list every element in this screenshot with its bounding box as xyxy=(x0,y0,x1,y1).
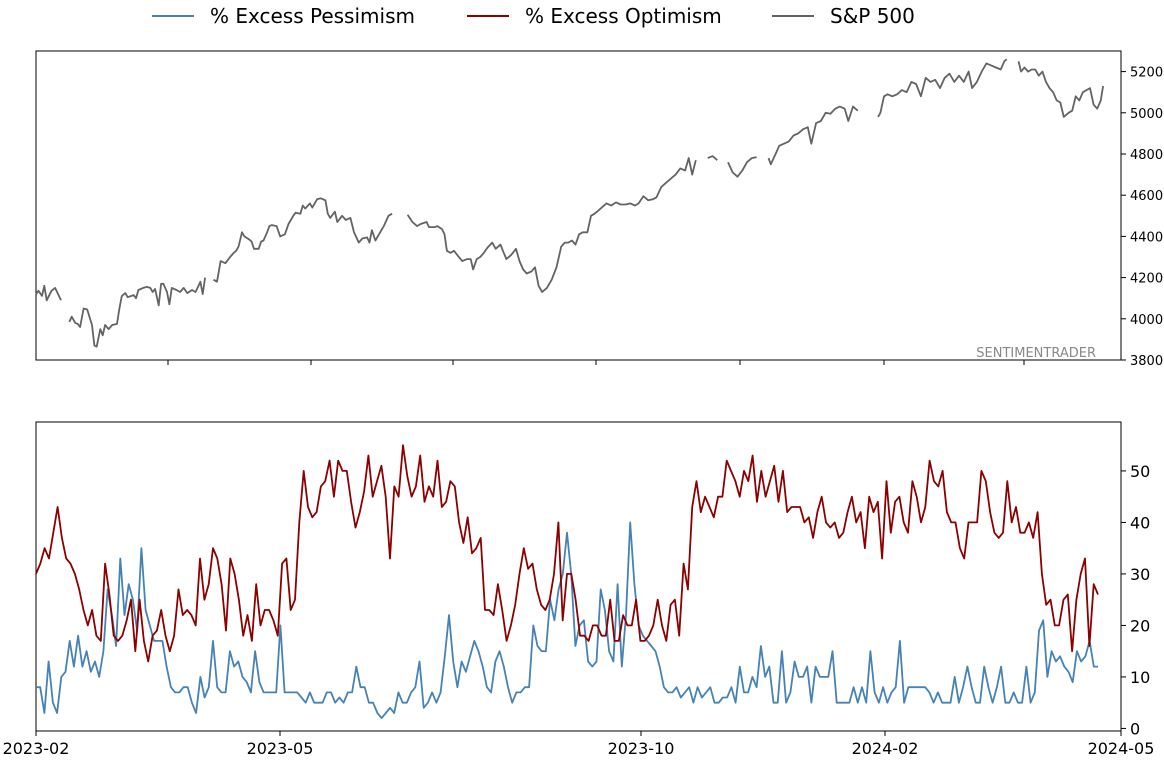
excess-pessimism-line xyxy=(36,521,1098,719)
sp500-line-segment xyxy=(727,156,757,178)
top-plot-frame xyxy=(35,50,1122,361)
sp500-panel: 3800 4000 4200 4400 4600 4800 5000 5200 SENTIMEN… xyxy=(35,50,1163,369)
sp500-line-segment xyxy=(1017,61,1104,118)
bottom-y-tick-label: 0 xyxy=(1130,719,1140,738)
sp500-line-segment xyxy=(877,58,1008,118)
top-y-tick-label: 5000 xyxy=(1130,107,1163,122)
legend-label: S&P 500 xyxy=(830,4,915,28)
chart-legend: % Excess Pessimism % Excess Optimism S&P 5… xyxy=(152,4,915,28)
x-tick-label: 2024-05 xyxy=(1088,739,1155,758)
bottom-y-tick-label: 50 xyxy=(1130,462,1150,481)
bottom-y-tick-label: 40 xyxy=(1130,513,1150,532)
top-y-tick-label: 4000 xyxy=(1130,313,1163,328)
legend-label: % Excess Optimism xyxy=(525,4,722,28)
x-axis: 2023-02 2023-05 2023-10 2024-02 2024-05 xyxy=(3,731,1155,758)
bottom-y-tick-label: 30 xyxy=(1130,565,1150,584)
x-tick-label: 2023-10 xyxy=(608,739,675,758)
sp500-line-segment xyxy=(68,277,206,348)
sp500-line-segment xyxy=(35,284,62,302)
watermark: SENTIMENTRADER xyxy=(976,346,1096,361)
sp500-line-segment xyxy=(767,105,859,166)
bottom-y-tick-label: 10 xyxy=(1130,668,1150,687)
sp500-line-segment xyxy=(213,197,393,283)
sentiment-panel: 0 10 20 30 40 50 xyxy=(35,421,1150,738)
sp500-line-segment xyxy=(406,157,697,293)
x-tick-label: 2024-02 xyxy=(852,739,919,758)
legend-label: % Excess Pessimism xyxy=(210,4,415,28)
sp500-line-segment xyxy=(707,155,718,161)
top-y-tick-label: 4400 xyxy=(1130,230,1163,245)
top-y-tick-label: 5200 xyxy=(1130,66,1163,81)
bottom-y-tick-label: 20 xyxy=(1130,616,1150,635)
excess-optimism-line xyxy=(35,444,1099,663)
top-y-tick-label: 3800 xyxy=(1130,354,1163,369)
x-tick-label: 2023-02 xyxy=(3,739,70,758)
x-tick-label: 2023-05 xyxy=(247,739,314,758)
top-y-tick-label: 4800 xyxy=(1130,148,1163,163)
bottom-plot-frame xyxy=(35,421,1122,732)
top-y-tick-label: 4600 xyxy=(1130,189,1163,204)
top-y-tick-label: 4200 xyxy=(1130,272,1163,287)
